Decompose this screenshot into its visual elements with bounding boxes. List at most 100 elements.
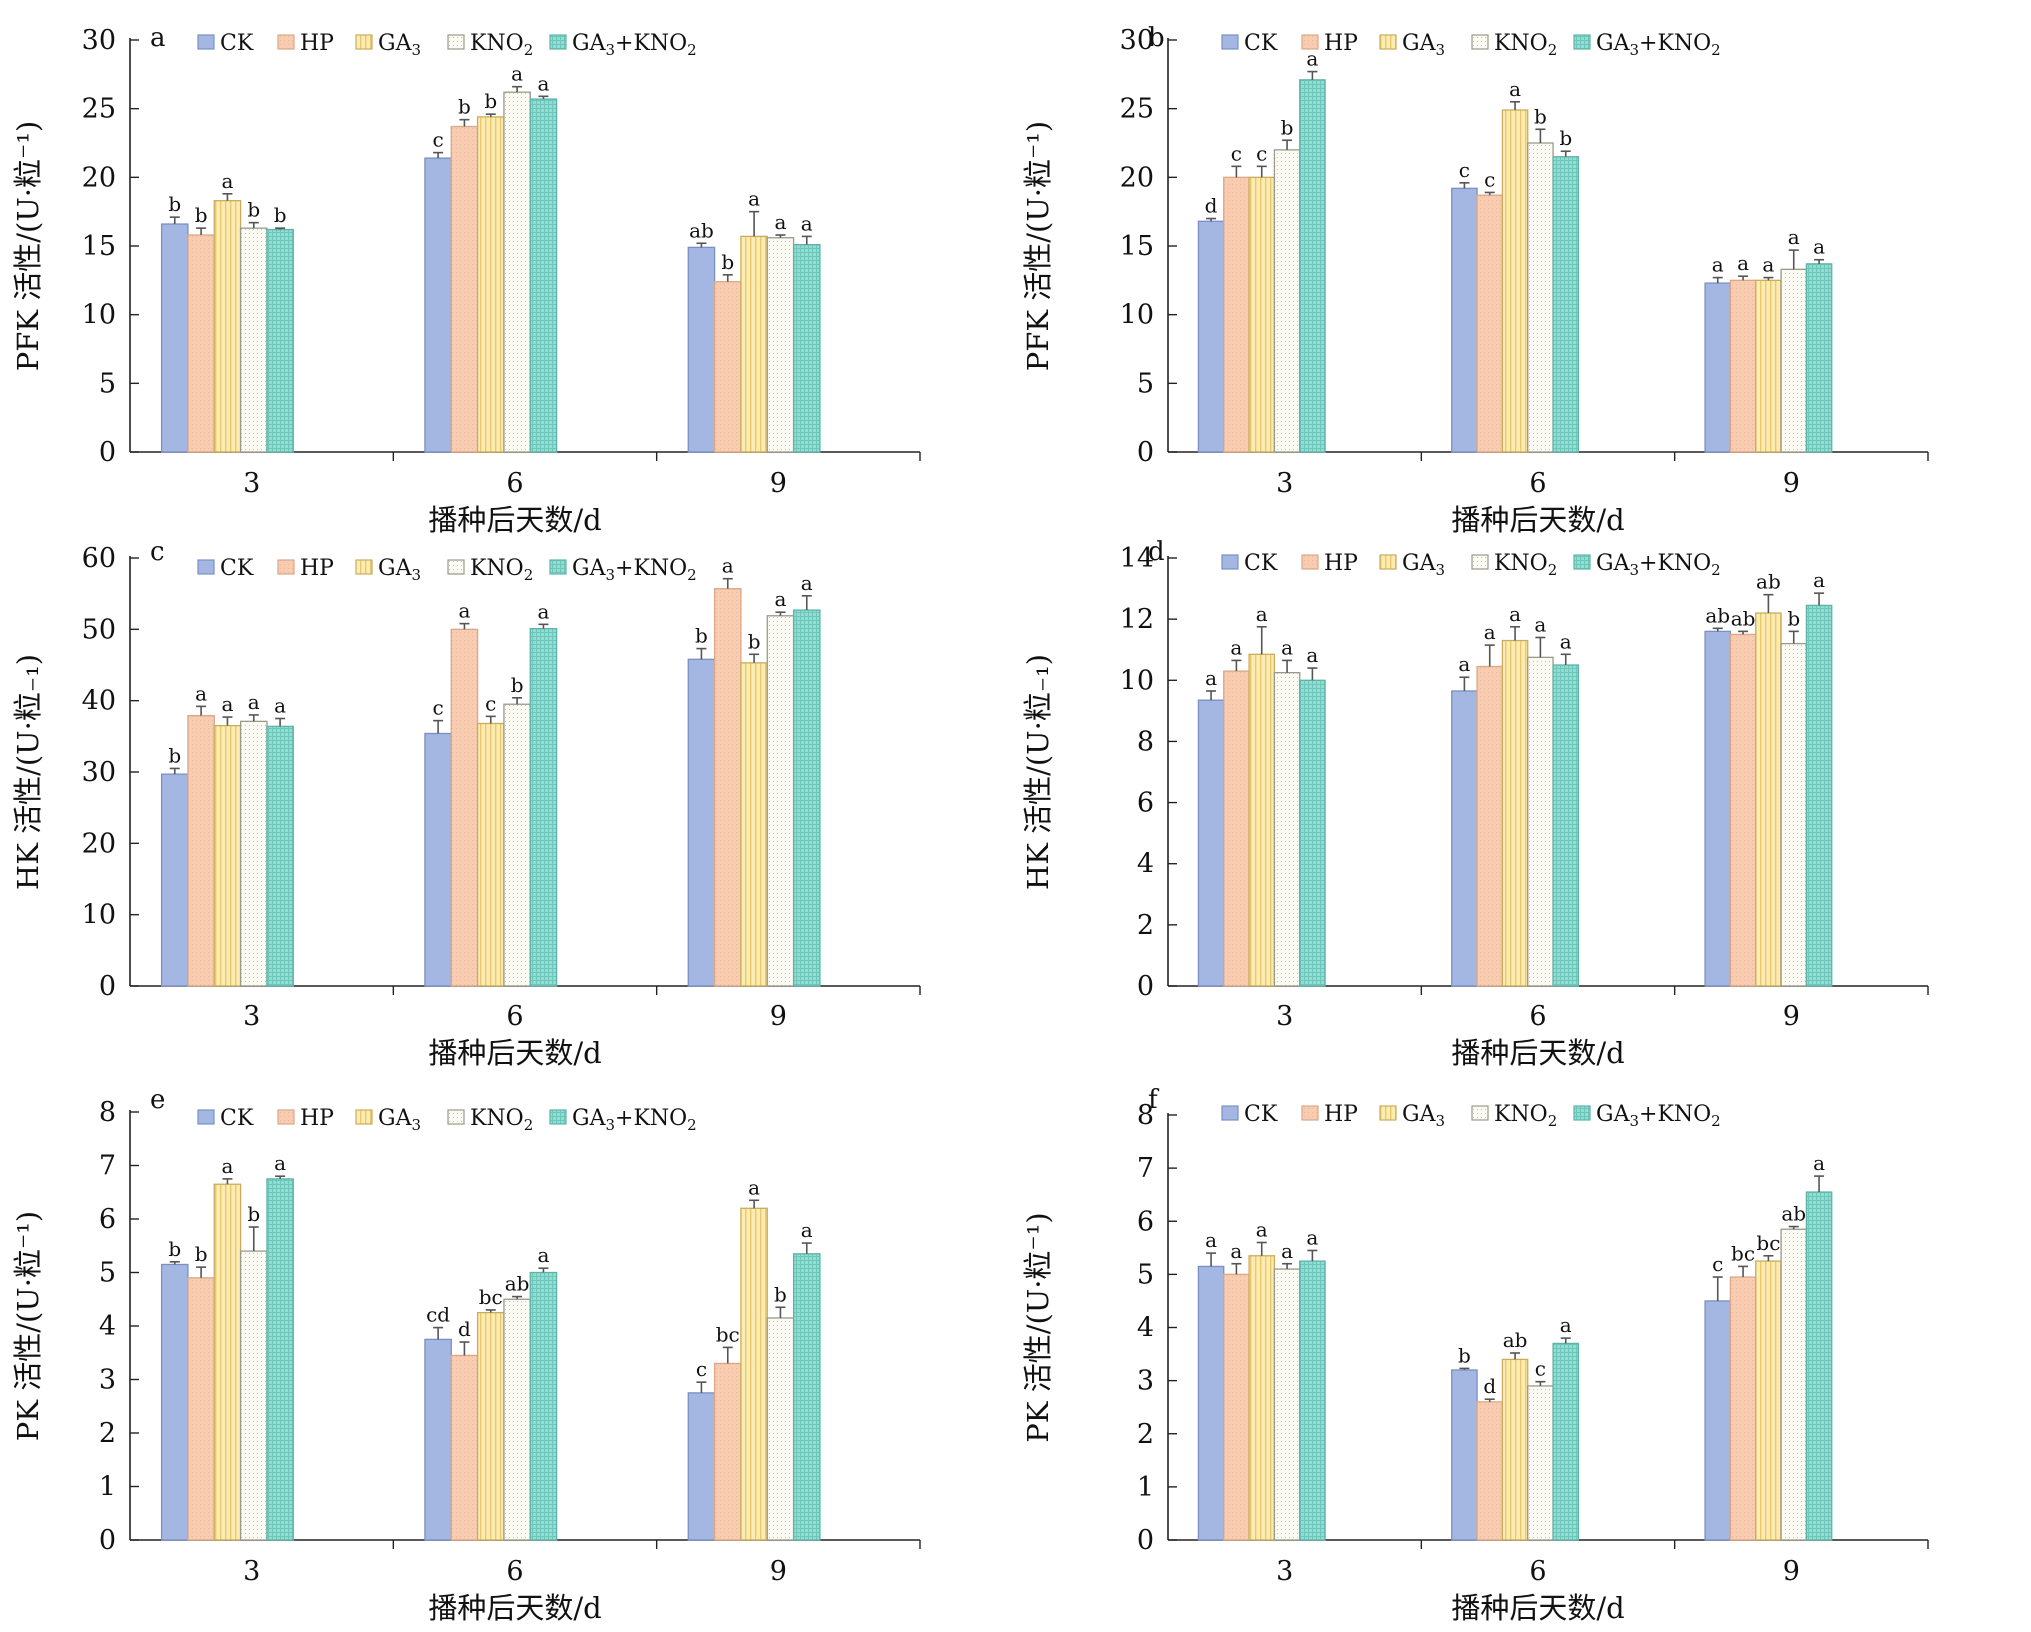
significance-label-e-3-ga3-kno2: a: [274, 1151, 286, 1175]
y-tick-label-e-7: 7: [99, 1151, 116, 1182]
bar-f-3-ga3: [1248, 1255, 1276, 1541]
legend-swatch-ga3: [1379, 34, 1397, 50]
significance-label-a-9-ck: ab: [689, 218, 714, 242]
y-tick-label-d-6: 6: [1137, 788, 1154, 819]
significance-label-d-6-ga3: a: [1509, 602, 1521, 626]
x-category-label-c-6: 6: [506, 1001, 523, 1032]
y-tick-label-f-7: 7: [1137, 1153, 1154, 1184]
legend-label-ga3: GA3: [1402, 551, 1445, 579]
legend-swatch-ck: [197, 559, 215, 575]
x-category-label-a-6: 6: [506, 468, 523, 499]
bar-e-3-ck: [160, 1263, 189, 1541]
legend-swatch-ck: [1221, 34, 1239, 50]
bar-a-6-ga3-kno2: [529, 98, 558, 453]
x-category-label-c-3: 3: [243, 1001, 260, 1032]
y-tick-label-c-60: 60: [82, 543, 116, 574]
legend-swatch-kno2: [447, 34, 465, 50]
x-category-label-a-9: 9: [770, 468, 787, 499]
y-tick-label-f-6: 6: [1137, 1206, 1154, 1237]
bar-a-6-hp: [450, 125, 479, 453]
bar-e-6-ck: [424, 1338, 452, 1541]
bar-f-6-ga3: [1501, 1358, 1529, 1541]
legend-label-ga3-kno2: GA3+KNO2: [572, 556, 697, 584]
legend-label-ga3-kno2: GA3+KNO2: [1596, 31, 1721, 59]
significance-label-c-3-kno2: a: [248, 690, 260, 714]
bar-d-3-kno2: [1273, 671, 1301, 987]
bar-a-9-hp: [713, 281, 742, 453]
legend-label-kno2: KNO2: [470, 556, 533, 584]
bar-f-9-kno2: [1780, 1228, 1808, 1541]
x-category-label-c-9: 9: [770, 1001, 787, 1032]
y-axis-title-e: PK 活性/(U·粒⁻¹): [11, 1211, 45, 1441]
bar-c-6-hp: [450, 628, 479, 987]
bar-e-9-hp: [713, 1362, 742, 1541]
y-tick-label-e-5: 5: [99, 1258, 116, 1289]
significance-label-f-9-kno2: ab: [1781, 1202, 1806, 1226]
legend-label-ga3-kno2: GA3+KNO2: [572, 31, 697, 59]
panel-letter-a: a: [150, 23, 166, 53]
bar-a-3-ga3-kno2: [266, 228, 294, 453]
bar-f-6-kno2: [1527, 1385, 1554, 1541]
significance-label-d-9-kno2: b: [1787, 606, 1800, 630]
x-category-label-d-6: 6: [1529, 1001, 1546, 1032]
bar-d-6-ga3: [1501, 639, 1529, 987]
legend-label-kno2: KNO2: [1494, 1102, 1557, 1130]
significance-label-f-3-ck: a: [1205, 1228, 1217, 1252]
x-axis-title-b: 播种后天数/d: [1451, 503, 1624, 537]
legend-label-ga3-kno2: GA3+KNO2: [1596, 1102, 1721, 1130]
bar-c-3-ck: [160, 773, 189, 987]
legend-label-hp: HP: [1324, 31, 1358, 56]
significance-label-e-3-ga3: a: [221, 1154, 233, 1178]
significance-label-a-9-kno2: a: [774, 210, 786, 234]
legend-swatch-ga3: [1379, 554, 1397, 570]
bar-c-9-ga3: [740, 662, 768, 987]
bar-f-9-ga3-kno2: [1805, 1191, 1833, 1541]
significance-label-e-9-ga3-kno2: a: [801, 1218, 813, 1242]
bar-c-3-ga3: [213, 724, 242, 987]
legend-swatch-ga3: [355, 1109, 373, 1125]
bar-a-6-kno2: [503, 91, 531, 453]
y-tick-label-e-0: 0: [99, 1525, 116, 1556]
bar-c-9-kno2: [766, 615, 795, 987]
significance-label-e-3-ck: b: [168, 1237, 181, 1261]
legend-swatch-ga3: [1379, 1105, 1397, 1121]
y-tick-label-d-10: 10: [1120, 665, 1154, 696]
bar-c-9-ga3-kno2: [792, 609, 821, 987]
significance-label-a-9-hp: b: [721, 250, 734, 274]
legend-label-ck: CK: [220, 556, 254, 581]
significance-label-a-3-ga3: a: [221, 169, 233, 193]
y-tick-label-e-8: 8: [99, 1097, 116, 1128]
bar-f-6-hp: [1476, 1401, 1504, 1541]
y-tick-label-d-0: 0: [1137, 971, 1154, 1002]
legend-swatch-hp: [1301, 34, 1319, 50]
bar-e-3-hp: [187, 1277, 215, 1541]
x-axis-title-a: 播种后天数/d: [428, 503, 601, 537]
legend-label-ck: CK: [1244, 31, 1278, 56]
bar-b-3-hp: [1223, 176, 1250, 453]
bar-e-9-kno2: [766, 1317, 795, 1541]
significance-label-b-9-ck: a: [1712, 253, 1724, 277]
significance-label-a-3-ga3-kno2: b: [274, 203, 287, 227]
significance-label-f-9-ga3-kno2: a: [1813, 1151, 1825, 1175]
bar-b-6-ga3: [1501, 109, 1529, 453]
y-axis-title-c: HK 活性/(U·粒₋₁): [11, 654, 45, 890]
y-tick-label-a-25: 25: [82, 94, 116, 125]
bar-c-3-ga3-kno2: [266, 725, 294, 987]
legend-swatch-ga3-kno2: [549, 34, 567, 50]
bar-c-3-kno2: [239, 720, 268, 987]
bar-d-9-ck: [1704, 630, 1732, 987]
significance-label-d-3-ga3: a: [1256, 602, 1268, 626]
bar-b-9-hp: [1729, 279, 1757, 453]
y-tick-label-d-14: 14: [1120, 543, 1154, 574]
bar-f-6-ga3-kno2: [1552, 1342, 1580, 1541]
bar-a-9-ga3: [740, 235, 768, 453]
panel-letter-b: b: [1148, 23, 1165, 53]
y-tick-label-f-1: 1: [1137, 1472, 1154, 1503]
significance-label-a-6-ga3: b: [484, 89, 497, 113]
significance-label-f-9-ga3: bc: [1756, 1231, 1780, 1255]
significance-label-e-6-kno2: ab: [505, 1272, 530, 1296]
bar-b-3-ck: [1197, 220, 1225, 453]
significance-label-d-6-hp: a: [1484, 620, 1496, 644]
